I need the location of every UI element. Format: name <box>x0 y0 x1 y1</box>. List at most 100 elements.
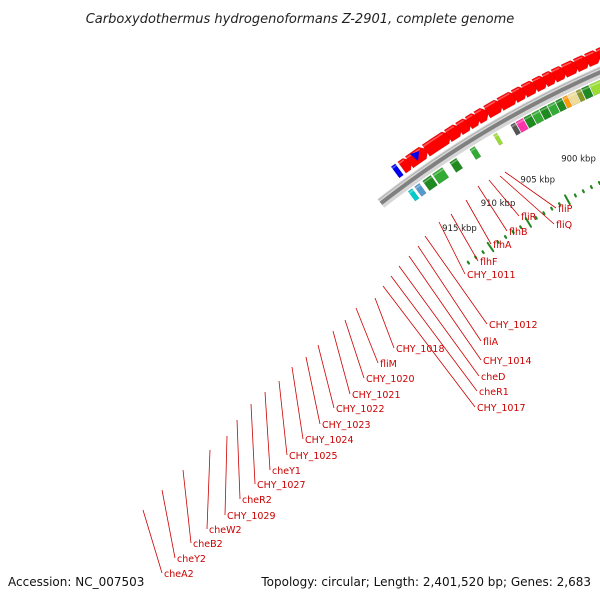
reverse-gene-10 <box>531 109 545 125</box>
gene-label-chew2: cheW2 <box>209 525 242 536</box>
reverse-gene-2 <box>422 174 438 192</box>
reverse-gene-4-shade <box>450 159 458 165</box>
blue-marker <box>410 151 420 162</box>
reverse-gene-orange <box>561 95 573 109</box>
reverse-gene-orange-shade <box>562 96 568 101</box>
gene-label-chy-1014: CHY_1014 <box>483 356 532 367</box>
forward-gene-18 <box>595 46 600 61</box>
leader-line <box>317 344 335 409</box>
minor-tick <box>481 250 485 255</box>
reverse-gene-magenta-shade <box>516 119 525 125</box>
backbone-highlight <box>378 67 600 201</box>
scale-label: 900 kbp <box>561 155 596 165</box>
forward-gene-blue-shade <box>391 164 397 169</box>
minor-tick <box>503 235 508 239</box>
reverse-gene-gray-shade <box>511 123 517 128</box>
leader-line <box>438 221 466 275</box>
leader-line <box>424 235 488 325</box>
minor-tick <box>557 202 562 207</box>
reverse-gene-gray <box>510 122 522 136</box>
reverse-gene-9 <box>523 113 537 129</box>
reverse-gene-5-shade <box>470 147 477 152</box>
reverse-gene-blue-shade <box>415 184 421 190</box>
major-tick <box>564 194 571 206</box>
backbone-ring <box>379 70 600 205</box>
gene-label-flha: flhA <box>493 240 512 251</box>
gene-label-chy-1011: CHY_1011 <box>467 270 516 281</box>
forward-gene-11-shade <box>521 81 531 88</box>
minor-tick <box>550 206 554 211</box>
gene-label-ched: cheD <box>481 372 505 383</box>
leader-line <box>382 285 476 408</box>
forward-gene-7 <box>473 107 490 125</box>
reverse-gene-13 <box>554 97 568 113</box>
leader-line <box>450 213 479 262</box>
major-tick <box>524 217 533 228</box>
leader-line <box>408 255 482 361</box>
forward-gene-8-shade <box>483 101 496 109</box>
leader-line <box>465 199 492 245</box>
forward-gene-9-shade <box>497 93 510 101</box>
accession-text: Accession: NC_007503 <box>8 575 144 589</box>
reverse-gene-2-shade <box>423 176 433 184</box>
minor-tick <box>519 225 523 230</box>
feature-layer <box>390 46 600 202</box>
reverse-gene-12-shade <box>547 102 556 108</box>
leader-line <box>488 179 520 217</box>
reverse-gene-6-shade <box>493 134 499 138</box>
reverse-gene-tan <box>567 91 581 107</box>
gene-label-chey1: cheY1 <box>272 466 301 477</box>
reverse-gene-13-shade <box>555 99 563 104</box>
reverse-gene-blue <box>414 182 427 197</box>
leader-line <box>291 366 304 440</box>
reverse-gene-5 <box>469 145 482 160</box>
minor-tick <box>466 260 471 265</box>
forward-gene-16-shade <box>573 56 583 62</box>
forward-gene-13-shade <box>542 72 550 77</box>
forward-gene-blue <box>390 163 404 179</box>
minor-tick <box>534 215 538 220</box>
leader-line <box>477 185 508 232</box>
leader-line <box>332 330 351 395</box>
forward-gene-17-shade <box>584 51 594 57</box>
minor-tick <box>496 240 500 244</box>
gene-label-chy-1029: CHY_1029 <box>227 511 276 522</box>
reverse-gene-cyan <box>407 188 420 202</box>
leader-line <box>499 175 555 225</box>
leader-line <box>250 403 256 485</box>
gene-label-chea2: cheA2 <box>164 569 194 580</box>
scale-label: 910 kbp <box>481 199 516 209</box>
genome-summary: Topology: circular; Length: 2,401,520 bp… <box>260 575 591 589</box>
reverse-gene-3 <box>431 167 450 185</box>
minor-tick <box>581 189 585 194</box>
gene-label-fliq: fliQ <box>556 220 572 231</box>
forward-gene-6-shade <box>465 114 473 120</box>
reverse-gene-olive-shade <box>576 90 582 94</box>
leader-line <box>355 307 379 364</box>
forward-gene-4-shade <box>444 125 455 133</box>
leader-line <box>264 391 271 471</box>
gene-label-chy-1025: CHY_1025 <box>289 451 338 462</box>
leader-line <box>161 489 176 559</box>
forward-gene-3-shade <box>422 132 444 148</box>
reverse-gene-18-shade <box>589 81 600 88</box>
gene-label-chy-1022: CHY_1022 <box>336 404 385 415</box>
backbone-layer <box>377 66 600 208</box>
gene-label-chy-1018: CHY_1018 <box>396 344 445 355</box>
reverse-gene-9-shade <box>524 115 532 121</box>
minor-tick <box>511 230 515 234</box>
leader-line <box>398 265 480 377</box>
leader-line <box>142 509 163 574</box>
reverse-gene-17-shade <box>581 86 590 92</box>
forward-gene-12-shade <box>532 76 541 82</box>
gene-label-chy-1024: CHY_1024 <box>305 435 354 446</box>
leader-line <box>206 449 211 530</box>
reverse-gene-18 <box>588 79 600 97</box>
leader-line <box>305 356 321 425</box>
reverse-gene-olive <box>575 88 586 103</box>
reverse-gene-12 <box>546 101 561 117</box>
forward-gene-7-shade <box>474 109 482 115</box>
reverse-gene-tan-shade <box>568 92 577 98</box>
forward-gene-18-shade <box>595 48 600 52</box>
